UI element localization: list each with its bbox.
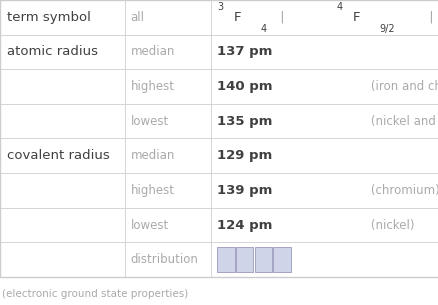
Bar xyxy=(254,247,271,272)
Bar xyxy=(0,35,125,69)
Bar xyxy=(0,208,125,242)
Text: 4: 4 xyxy=(336,2,342,12)
Text: covalent radius: covalent radius xyxy=(7,149,109,162)
Bar xyxy=(0,0,125,35)
Text: (chromium): (chromium) xyxy=(364,184,438,197)
Bar xyxy=(0,138,125,173)
Text: lowest: lowest xyxy=(130,218,168,231)
Bar xyxy=(210,104,438,138)
Text: highest: highest xyxy=(130,184,174,197)
Text: term symbol: term symbol xyxy=(7,11,90,24)
Bar xyxy=(125,242,210,277)
Text: median: median xyxy=(130,45,174,59)
Text: |: | xyxy=(424,11,437,24)
Bar xyxy=(125,173,210,208)
Text: 124 pm: 124 pm xyxy=(217,218,272,231)
Bar xyxy=(0,104,125,138)
Bar xyxy=(210,242,438,277)
Text: (nickel and cobalt): (nickel and cobalt) xyxy=(364,115,438,128)
Bar xyxy=(125,138,210,173)
Text: 140 pm: 140 pm xyxy=(217,80,272,93)
Bar xyxy=(125,69,210,104)
Bar xyxy=(236,247,253,272)
Text: (electronic ground state properties): (electronic ground state properties) xyxy=(2,289,188,299)
Text: all: all xyxy=(130,11,144,24)
Bar xyxy=(210,173,438,208)
Text: lowest: lowest xyxy=(130,115,168,128)
Bar xyxy=(0,242,125,277)
Bar xyxy=(0,173,125,208)
Text: 9/2: 9/2 xyxy=(379,24,394,34)
Text: |: | xyxy=(276,11,289,24)
Bar xyxy=(210,208,438,242)
Bar xyxy=(125,0,210,35)
Text: F: F xyxy=(233,11,240,24)
Bar xyxy=(0,69,125,104)
Bar xyxy=(272,247,290,272)
Text: median: median xyxy=(130,149,174,162)
Bar xyxy=(125,35,210,69)
Text: (iron and chromium): (iron and chromium) xyxy=(364,80,438,93)
Text: 4: 4 xyxy=(260,24,266,34)
Text: 3: 3 xyxy=(217,2,223,12)
Text: 139 pm: 139 pm xyxy=(217,184,272,197)
Bar xyxy=(210,138,438,173)
Bar xyxy=(125,104,210,138)
Text: 135 pm: 135 pm xyxy=(217,115,272,128)
Text: distribution: distribution xyxy=(130,253,198,266)
Text: highest: highest xyxy=(130,80,174,93)
Bar xyxy=(210,69,438,104)
Text: F: F xyxy=(352,11,359,24)
Bar xyxy=(217,247,234,272)
Text: atomic radius: atomic radius xyxy=(7,45,97,59)
Text: 129 pm: 129 pm xyxy=(217,149,272,162)
Bar xyxy=(210,0,438,35)
Text: 137 pm: 137 pm xyxy=(217,45,272,59)
Bar xyxy=(210,35,438,69)
Bar xyxy=(125,208,210,242)
Text: (nickel): (nickel) xyxy=(364,218,413,231)
